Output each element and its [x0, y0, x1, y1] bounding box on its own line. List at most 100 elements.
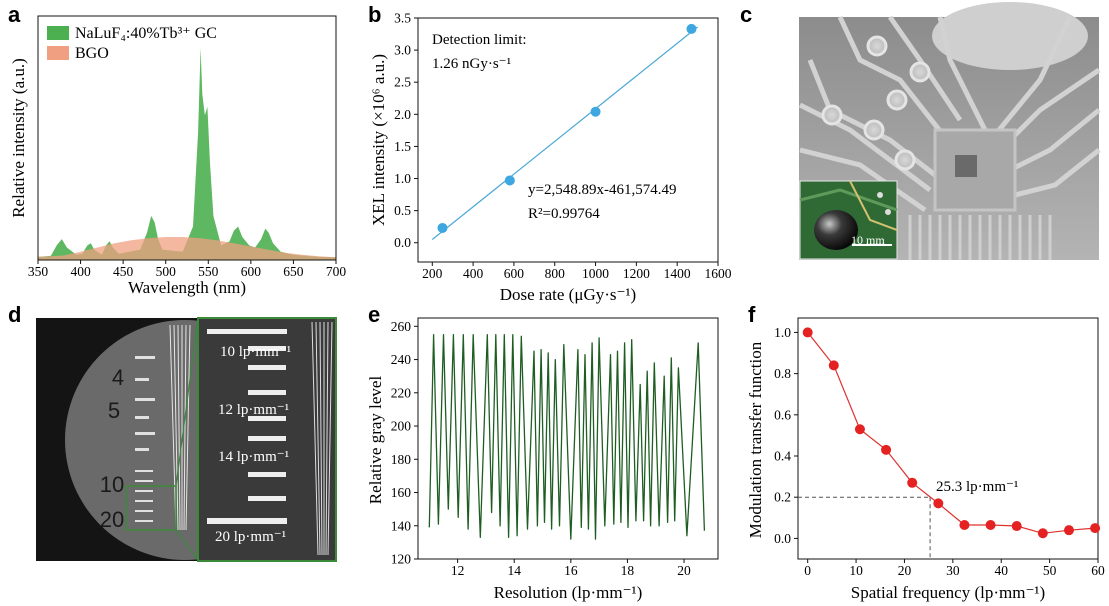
y-tick-label: 3.0 — [394, 43, 411, 58]
panel-e-chart: 12 14 16 18 20 120 140 160 180 200 220 240 260 Resol… — [366, 317, 719, 602]
mtf-point — [1090, 523, 1101, 534]
legend-swatch-gc — [47, 26, 69, 40]
data-point — [437, 222, 448, 233]
x-tick-label: 350 — [28, 264, 49, 279]
x-tick-label: 1000 — [582, 266, 609, 281]
x-tick-label: 450 — [113, 264, 134, 279]
data-point — [590, 106, 601, 117]
mtf-point — [959, 520, 970, 531]
mtf-point — [854, 424, 865, 435]
y-tick-label: 0.8 — [774, 366, 791, 381]
panel-e-xlabel: Resolution (lp·mm⁻¹) — [494, 583, 643, 602]
radiograph-number-20: 20 — [100, 507, 124, 532]
legend-swatch-bgo — [47, 46, 69, 60]
x-tick-label: 0 — [804, 563, 811, 578]
fit-r2: R²=0.99764 — [528, 206, 600, 222]
panel-f-frame — [797, 317, 1099, 560]
panel-a-chart: 350 400 450 500 550 600 650 700 NaLuF₄:40%Tb³⁺ … — [9, 15, 347, 297]
y-tick-label: 0.6 — [774, 407, 791, 422]
radiograph-number-4: 4 — [112, 365, 124, 390]
x-tick-label: 400 — [70, 264, 91, 279]
panel-d-label: d — [8, 302, 21, 327]
y-tick-label: 180 — [391, 452, 412, 467]
panel-f-xlabel: Spatial frequency (lp·mm⁻¹) — [851, 583, 1045, 602]
data-point — [686, 23, 697, 34]
gc-spectrum-area — [38, 48, 336, 260]
x-tick-label: 400 — [463, 266, 484, 281]
y-tick-label: 260 — [391, 319, 412, 334]
legend-label-bgo: BGO — [75, 45, 109, 62]
y-tick-label: 240 — [391, 352, 412, 367]
x-tick-label: 20 — [677, 563, 691, 578]
y-tick-label: 1.0 — [774, 325, 791, 340]
callout-12: 12 lp·mm⁻¹ — [218, 402, 289, 418]
radiograph-number-5: 5 — [108, 398, 120, 423]
x-tick-label: 12 — [451, 563, 465, 578]
panel-e-frame — [417, 317, 719, 560]
mtf-point — [907, 477, 918, 488]
panel-b-chart: 200 400 600 800 1000 1200 1400 1600 0.0 0.5 1.0 1.5… — [369, 11, 732, 305]
zoomed-line-pair-inset: 10 lp·mm⁻¹ 12 lp·mm⁻¹ 14 lp·mm⁻¹ 20 lp·m… — [197, 317, 337, 562]
y-tick-label: 0.2 — [774, 490, 791, 505]
x-tick-label: 14 — [507, 563, 521, 578]
y-tick-label: 3.5 — [394, 11, 411, 26]
callout-10: 10 lp·mm⁻¹ — [220, 344, 291, 360]
y-tick-label: 0.0 — [394, 235, 411, 250]
panel-a-frame — [37, 15, 337, 261]
data-point — [504, 175, 515, 186]
zoom-region-box — [125, 485, 177, 531]
y-tick-label: 140 — [391, 518, 412, 533]
y-tick-label: 220 — [391, 385, 412, 400]
panel-c-label: c — [740, 2, 752, 27]
x-tick-label: 650 — [283, 264, 304, 279]
mtf-point — [985, 520, 996, 531]
x-tick-label: 16 — [564, 563, 578, 578]
callout-14: 14 lp·mm⁻¹ — [218, 449, 289, 465]
y-tick-label: 2.5 — [394, 75, 411, 90]
y-tick-label: 160 — [391, 485, 412, 500]
y-tick-label: 2.0 — [394, 107, 411, 122]
radiograph-number-10: 10 — [100, 472, 124, 497]
y-tick-label: 1.0 — [394, 171, 411, 186]
mtf-point — [1063, 525, 1074, 536]
mtf-point — [802, 327, 813, 338]
x-tick-label: 1400 — [664, 266, 691, 281]
panel-f-chart: 0 10 20 30 40 50 60 0.0 0.2 0.4 0.6 0.8 1.0 25.3 lp·… — [746, 317, 1105, 602]
chip-inset-photo: 10 mm — [799, 180, 898, 260]
bgo-spectrum-area — [38, 237, 336, 260]
mtf-point — [828, 360, 839, 371]
x-tick-label: 1600 — [705, 266, 732, 281]
x-tick-label: 50 — [1043, 563, 1057, 578]
x-tick-label: 500 — [156, 264, 177, 279]
gray-level-profile-line — [428, 333, 706, 540]
x-tick-label: 1200 — [623, 266, 650, 281]
y-tick-label: 0.0 — [774, 531, 791, 546]
panel-b-ylabel: XEL intensity (×10⁶ a.u.) — [369, 54, 388, 226]
x-tick-label: 800 — [545, 266, 566, 281]
fit-equation: y=2,548.89x-461,574.49 — [528, 182, 676, 198]
x-tick-label: 700 — [326, 264, 347, 279]
panel-a-label: a — [8, 2, 21, 27]
y-tick-label: 120 — [391, 552, 412, 567]
y-tick-label: 1.5 — [394, 139, 411, 154]
x-tick-label: 10 — [849, 563, 863, 578]
panel-e-ylabel: Relative gray level — [366, 376, 385, 505]
panel-f-label: f — [748, 302, 756, 327]
resolution-annotation: 25.3 lp·mm⁻¹ — [936, 479, 1018, 495]
x-tick-label: 20 — [898, 563, 912, 578]
mtf-point — [881, 444, 892, 455]
panel-a-ylabel: Relative intensity (a.u.) — [9, 58, 28, 218]
x-tick-label: 40 — [994, 563, 1008, 578]
mtf-point — [933, 498, 944, 509]
y-tick-label: 0.4 — [774, 449, 791, 464]
x-tick-label: 600 — [241, 264, 262, 279]
y-tick-label: 0.5 — [394, 203, 411, 218]
mtf-point — [1011, 521, 1022, 532]
x-tick-label: 60 — [1091, 563, 1105, 578]
x-tick-label: 550 — [198, 264, 219, 279]
y-tick-label: 200 — [391, 419, 412, 434]
panel-e-label: e — [368, 302, 380, 327]
callout-20: 20 lp·mm⁻¹ — [215, 529, 286, 545]
x-tick-label: 600 — [504, 266, 525, 281]
